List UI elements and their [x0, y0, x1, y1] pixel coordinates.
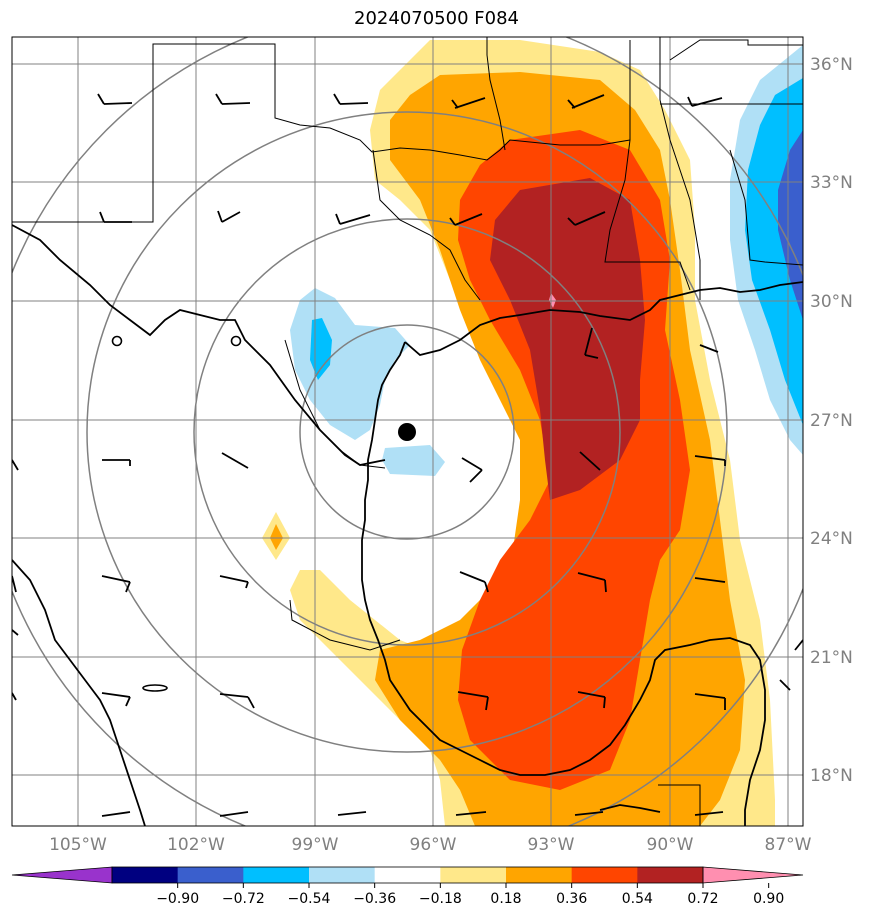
coastlines	[12, 224, 803, 826]
wind-barb	[687, 96, 723, 107]
lon-label: 99°W	[292, 835, 339, 855]
graticule	[12, 37, 803, 826]
wind-barb	[579, 451, 601, 471]
colorbar-swatch	[374, 867, 441, 883]
lon-label: 96°W	[410, 835, 457, 855]
colorbar-tick-label: −0.90	[156, 891, 199, 907]
wind-barb	[215, 93, 251, 105]
wind-barb	[457, 691, 489, 711]
wind-barb	[101, 575, 131, 593]
colorbar-tick-label: 0.18	[490, 891, 521, 907]
colorbar-tick-label: 0.54	[622, 891, 653, 907]
wind-barb	[221, 452, 249, 469]
lat-label: 33°N	[810, 173, 853, 193]
wind-barb	[455, 811, 487, 816]
wind-barb	[101, 811, 131, 817]
lat-label: 21°N	[810, 648, 853, 668]
longitude-labels: 105°W 102°W 99°W 96°W 93°W 90°W 87°W	[49, 835, 812, 855]
field-royal-blue-east	[778, 130, 803, 320]
colorbar-swatch	[637, 867, 704, 883]
colorbar-tick-label: −0.36	[353, 891, 396, 907]
range-rings	[12, 37, 803, 826]
wind-barb	[584, 327, 599, 359]
wind-barb	[333, 93, 369, 105]
wind-barb	[12, 692, 17, 701]
colorbar-extend-low	[11, 866, 113, 884]
wind-barb	[99, 211, 132, 223]
wind-barbs	[12, 93, 726, 817]
colorbar-swatch	[243, 867, 310, 883]
lat-label: 27°N	[810, 411, 853, 431]
wind-barb	[567, 211, 606, 226]
colorbar-tick-label: 0.72	[687, 891, 718, 907]
state-borders	[12, 37, 803, 826]
wind-barb	[101, 692, 131, 707]
lon-label: 93°W	[528, 835, 575, 855]
wind-barb	[694, 693, 726, 710]
wind-barb	[451, 97, 486, 109]
wind-barb	[577, 691, 606, 709]
wind-barb	[219, 811, 249, 817]
map-frame	[11, 36, 804, 827]
latitude-labels: 36°N 33°N 30°N 27°N 24°N 21°N 18°N	[810, 55, 853, 786]
wind-barb	[694, 455, 726, 466]
wind-barb	[219, 575, 249, 589]
field-light-blue-gulf	[382, 445, 445, 476]
wind-barb	[574, 811, 604, 816]
colorbar-swatch	[571, 867, 638, 883]
wind-barb	[694, 577, 726, 583]
colorbar-frame	[111, 866, 704, 884]
colorbar-tick-label: −0.72	[222, 891, 265, 907]
wind-barb	[461, 457, 483, 483]
wind-barb	[335, 213, 371, 225]
wind-barb	[217, 210, 241, 223]
colorbar-swatch	[309, 867, 376, 883]
lat-label: 18°N	[810, 766, 853, 786]
wind-barb	[577, 572, 607, 593]
wind-barb	[12, 575, 17, 593]
lon-label: 105°W	[49, 835, 107, 855]
lon-label: 102°W	[167, 835, 225, 855]
lon-label: 90°W	[647, 835, 694, 855]
wind-barb	[459, 571, 489, 593]
wind-barb	[219, 693, 255, 709]
colorbar-extend-high	[702, 866, 804, 884]
lat-label: 24°N	[810, 529, 853, 549]
lat-label: 30°N	[810, 292, 853, 312]
colorbar-swatch	[112, 867, 179, 883]
wind-barb	[567, 94, 605, 109]
colorbar-tick-label: 0.36	[556, 891, 587, 907]
wind-barb	[97, 93, 133, 105]
wind-barb	[337, 811, 367, 816]
colorbar-tick-label: 0.90	[753, 891, 784, 907]
wind-barb	[699, 344, 719, 353]
lat-label: 36°N	[810, 55, 853, 75]
wind-barb	[12, 459, 19, 471]
colorbar: −0.90 −0.72 −0.54 −0.36 −0.18 0.18 0.36 0.54 0.7…	[11, 866, 804, 907]
colorbar-tick-label: −0.18	[419, 891, 462, 907]
lon-label: 87°W	[765, 835, 812, 855]
colorbar-swatch	[177, 867, 244, 883]
field-small-orange	[270, 524, 283, 550]
storm-center-marker	[398, 423, 416, 441]
colorbar-tick-label: −0.54	[288, 891, 331, 907]
wind-barb	[694, 811, 724, 816]
wind-barb	[102, 459, 131, 466]
colorbar-swatch	[440, 867, 507, 883]
map-panel	[12, 37, 803, 826]
lakes	[111, 335, 242, 692]
wind-barb	[449, 213, 483, 226]
colorbar-swatch	[506, 867, 573, 883]
map-title: 2024070500 F084	[354, 8, 519, 29]
